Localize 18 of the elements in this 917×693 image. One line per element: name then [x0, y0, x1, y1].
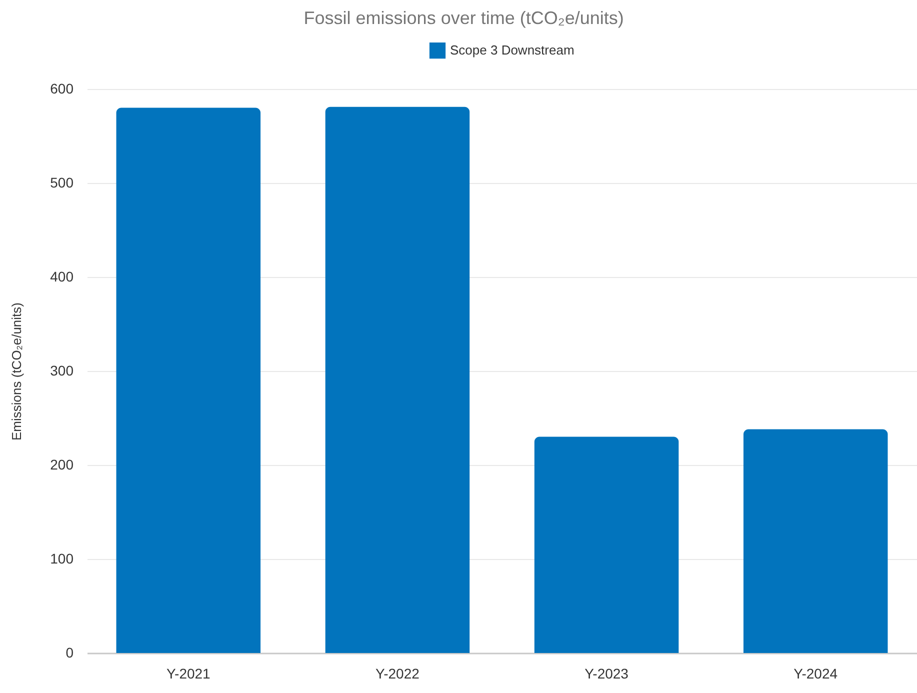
- bar: [325, 106, 470, 653]
- x-tick-label: Y-2021: [166, 666, 211, 682]
- y-tick-label: 100: [50, 550, 74, 566]
- y-axis-title: Emissions (tCO₂e/units): [9, 302, 24, 440]
- y-tick-label: 600: [50, 80, 74, 96]
- y-tick-label: 300: [50, 362, 74, 378]
- y-tick-label: 500: [50, 174, 74, 190]
- x-tick-label: Y-2022: [376, 666, 420, 682]
- y-tick-label: 200: [50, 456, 74, 472]
- legend-label: Scope 3 Downstream: [450, 42, 574, 58]
- bar: [743, 429, 888, 653]
- bar: [534, 436, 679, 653]
- x-tick-label: Y-2023: [584, 666, 629, 682]
- y-tick-label: 400: [50, 268, 74, 284]
- x-tick-label: Y-2024: [794, 666, 838, 682]
- bar: [116, 108, 261, 653]
- y-tick-label: 0: [66, 644, 74, 660]
- chart-title: Fossil emissions over time (tCO₂e/units): [304, 8, 624, 28]
